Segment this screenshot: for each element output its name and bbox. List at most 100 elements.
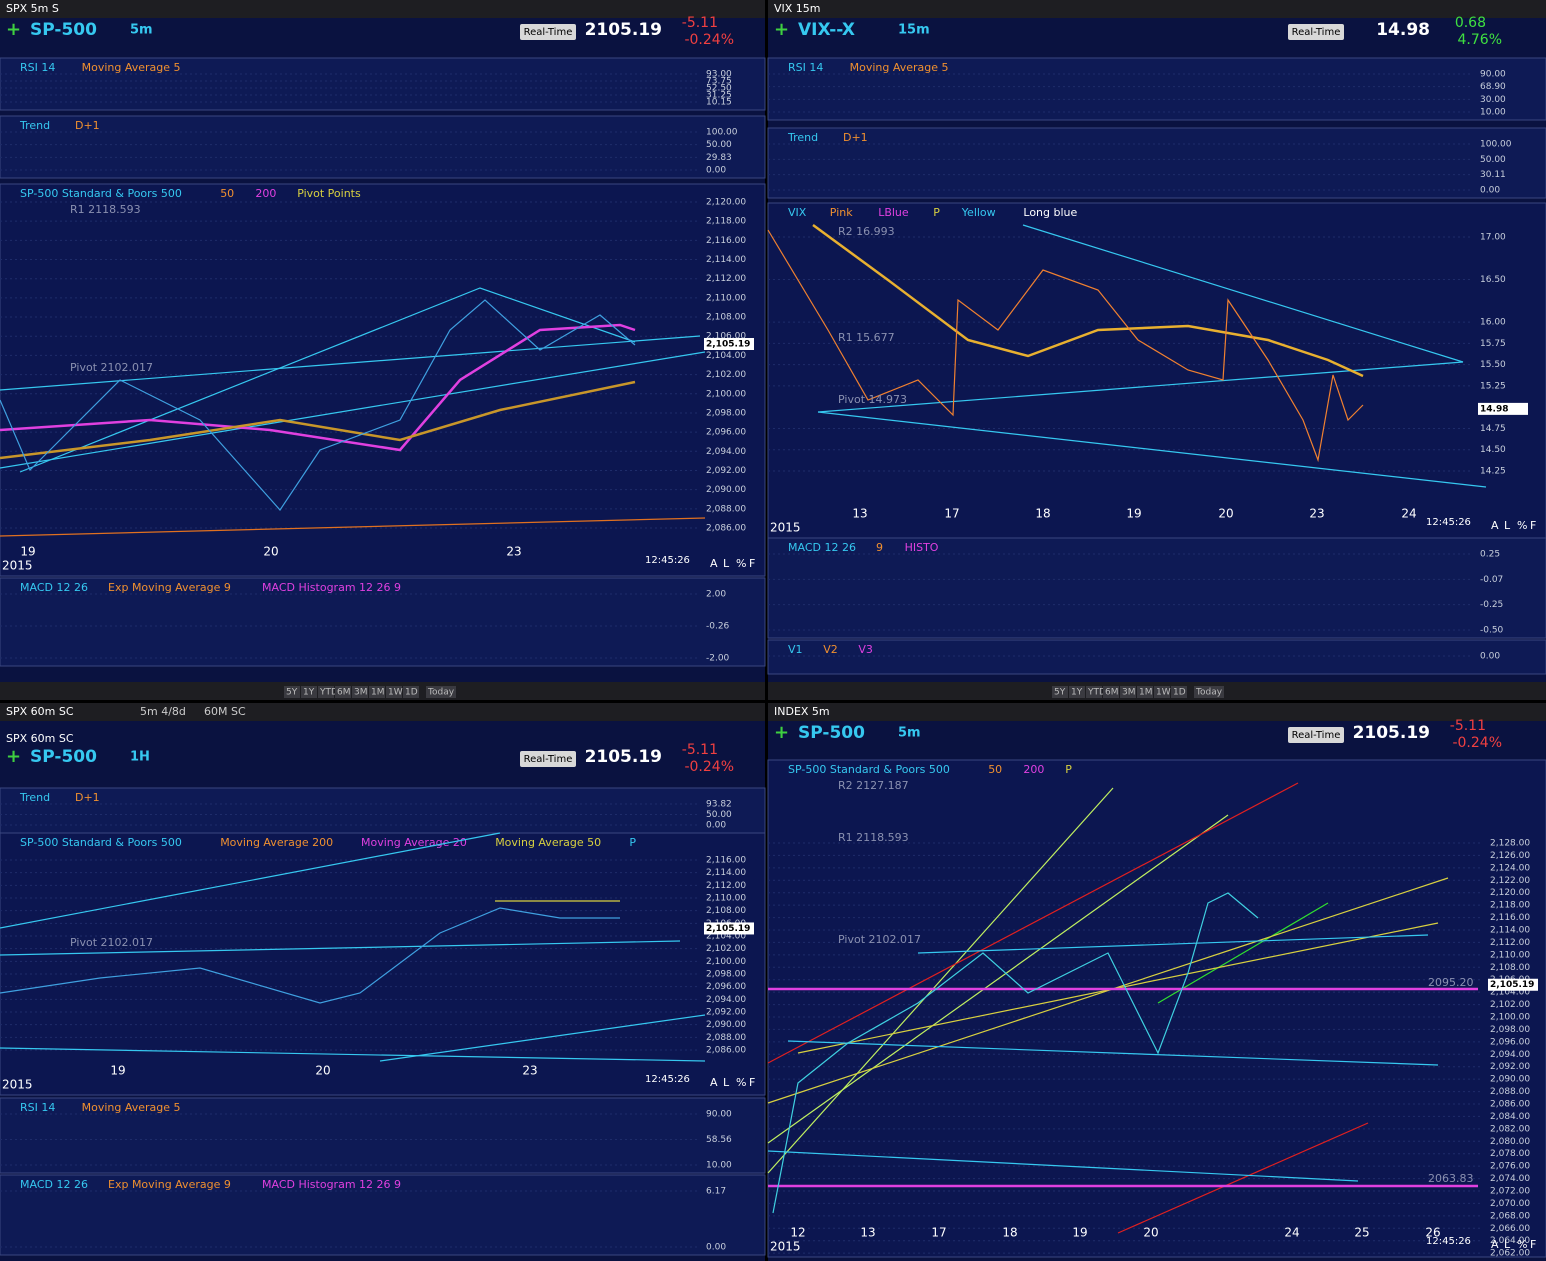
indicator-label[interactable]: P [933, 206, 940, 219]
indicator-label[interactable]: MACD Histogram 12 26 9 [262, 1178, 401, 1191]
indicator-label[interactable]: P [1065, 763, 1072, 776]
indicator-label[interactable]: D+1 [75, 791, 100, 804]
x-tick-label: 12 [790, 1226, 805, 1240]
indicator-label[interactable]: Trend [19, 119, 50, 132]
add-icon[interactable]: + [774, 722, 789, 743]
panel-tab[interactable]: SPX 60m SC [6, 705, 74, 718]
range-button[interactable]: 1W [388, 688, 403, 698]
indicator-label[interactable]: SP-500 Standard & Poors 500 [20, 836, 182, 849]
indicator-label[interactable]: Trend [19, 791, 50, 804]
interval[interactable]: 5m [130, 23, 153, 38]
range-button[interactable]: 1M [1139, 688, 1153, 698]
indicator-label[interactable]: V3 [858, 643, 873, 656]
trend-line [1022, 224, 1464, 363]
range-button[interactable]: Today [1195, 688, 1223, 698]
indicator-label[interactable]: Moving Average 5 [82, 1101, 181, 1114]
interval[interactable]: 5m [898, 726, 921, 741]
symbol[interactable]: SP-500 [30, 20, 97, 40]
range-button[interactable]: 1D [405, 688, 418, 698]
scale-button[interactable]: L [1504, 519, 1511, 532]
scale-button[interactable]: L [723, 1076, 730, 1089]
indicator-label[interactable]: LBlue [878, 206, 909, 219]
indicator-label[interactable]: MACD Histogram 12 26 9 [262, 581, 401, 594]
indicator-label[interactable]: Long blue [1023, 206, 1077, 219]
indicator-label[interactable]: MACD 12 26 [20, 581, 88, 594]
interval[interactable]: 15m [898, 23, 930, 38]
panel-tab[interactable]: VIX 15m [774, 2, 821, 15]
indicator-label[interactable]: D+1 [75, 119, 100, 132]
range-button[interactable]: Today [427, 688, 455, 698]
range-button[interactable]: YTD [319, 688, 338, 698]
indicator-label[interactable]: Yellow [961, 206, 996, 219]
indicator-label[interactable]: Moving Average 5 [850, 61, 949, 74]
scale-button[interactable]: L [723, 557, 730, 570]
range-button[interactable]: 1M [371, 688, 385, 698]
indicator-label[interactable]: MACD 12 26 [788, 541, 856, 554]
scale-button[interactable]: % [1517, 1238, 1527, 1251]
indicator-label[interactable]: 200 [1023, 763, 1044, 776]
indicator-label[interactable]: V2 [823, 643, 838, 656]
panel-tab[interactable]: 60M SC [204, 705, 246, 718]
scale-button[interactable]: F [1530, 1238, 1536, 1251]
range-button[interactable]: 6M [337, 688, 351, 698]
indicator-label[interactable]: Pink [830, 206, 853, 219]
range-button[interactable]: 1D [1173, 688, 1186, 698]
indicator-label[interactable]: Exp Moving Average 9 [108, 581, 231, 594]
scale-button[interactable]: A [1491, 1238, 1499, 1251]
range-button[interactable]: 6M [1105, 688, 1119, 698]
indicator-label[interactable]: RSI 14 [20, 61, 55, 74]
indicator-label[interactable]: Trend [787, 131, 818, 144]
indicator-label[interactable]: 200 [255, 187, 276, 200]
pivot-label: 2063.83 [1428, 1172, 1474, 1185]
range-button[interactable]: 3M [1122, 688, 1136, 698]
indicator-label[interactable]: RSI 14 [20, 1101, 55, 1114]
range-button[interactable]: 3M [354, 688, 368, 698]
panel-tab[interactable]: SPX 5m S [6, 2, 59, 15]
indicator-label[interactable]: V1 [788, 643, 803, 656]
symbol[interactable]: VIX--X [798, 20, 855, 40]
indicator-label[interactable]: Moving Average 20 [361, 836, 467, 849]
y-tick-label: 14.75 [1480, 424, 1506, 434]
pane [0, 1097, 766, 1174]
scale-button[interactable]: % [1517, 519, 1527, 532]
indicator-label[interactable]: P [629, 836, 636, 849]
scale-button[interactable]: % [736, 1076, 746, 1089]
symbol[interactable]: SP-500 [798, 723, 865, 743]
scale-button[interactable]: F [749, 557, 755, 570]
interval[interactable]: 1H [130, 750, 150, 765]
indicator-label[interactable]: 50 [988, 763, 1002, 776]
scale-button[interactable]: A [710, 557, 718, 570]
scale-button[interactable]: A [1491, 519, 1499, 532]
range-button[interactable]: 5Y [1054, 688, 1066, 698]
indicator-label[interactable]: VIX [788, 206, 807, 219]
scale-button[interactable]: A [710, 1076, 718, 1089]
indicator-label[interactable]: HISTO [905, 541, 939, 554]
symbol[interactable]: SP-500 [30, 747, 97, 767]
indicator-label[interactable]: Moving Average 5 [82, 61, 181, 74]
scale-button[interactable]: % [736, 557, 746, 570]
panel-tab[interactable]: 5m 4/8d [140, 705, 186, 718]
range-button[interactable]: 5Y [286, 688, 298, 698]
indicator-label[interactable]: MACD 12 26 [20, 1178, 88, 1191]
indicator-label[interactable]: Moving Average 200 [220, 836, 333, 849]
indicator-label[interactable]: RSI 14 [788, 61, 823, 74]
indicator-label[interactable]: D+1 [843, 131, 868, 144]
indicator-label[interactable]: 9 [876, 541, 883, 554]
indicator-label[interactable]: Moving Average 50 [495, 836, 601, 849]
indicator-label[interactable]: SP-500 Standard & Poors 500 [788, 763, 950, 776]
panel-tab[interactable]: INDEX 5m [774, 705, 830, 718]
add-icon[interactable]: + [6, 19, 21, 40]
add-icon[interactable]: + [6, 746, 21, 767]
add-icon[interactable]: + [774, 19, 789, 40]
range-button[interactable]: 1Y [303, 688, 315, 698]
scale-button[interactable]: L [1504, 1238, 1511, 1251]
range-button[interactable]: 1W [1156, 688, 1171, 698]
indicator-label[interactable]: Exp Moving Average 9 [108, 1178, 231, 1191]
scale-button[interactable]: F [1530, 519, 1536, 532]
indicator-label[interactable]: SP-500 Standard & Poors 500 [20, 187, 182, 200]
scale-button[interactable]: F [749, 1076, 755, 1089]
indicator-label[interactable]: 50 [220, 187, 234, 200]
range-button[interactable]: YTD [1087, 688, 1106, 698]
indicator-label[interactable]: Pivot Points [297, 187, 361, 200]
range-button[interactable]: 1Y [1071, 688, 1083, 698]
